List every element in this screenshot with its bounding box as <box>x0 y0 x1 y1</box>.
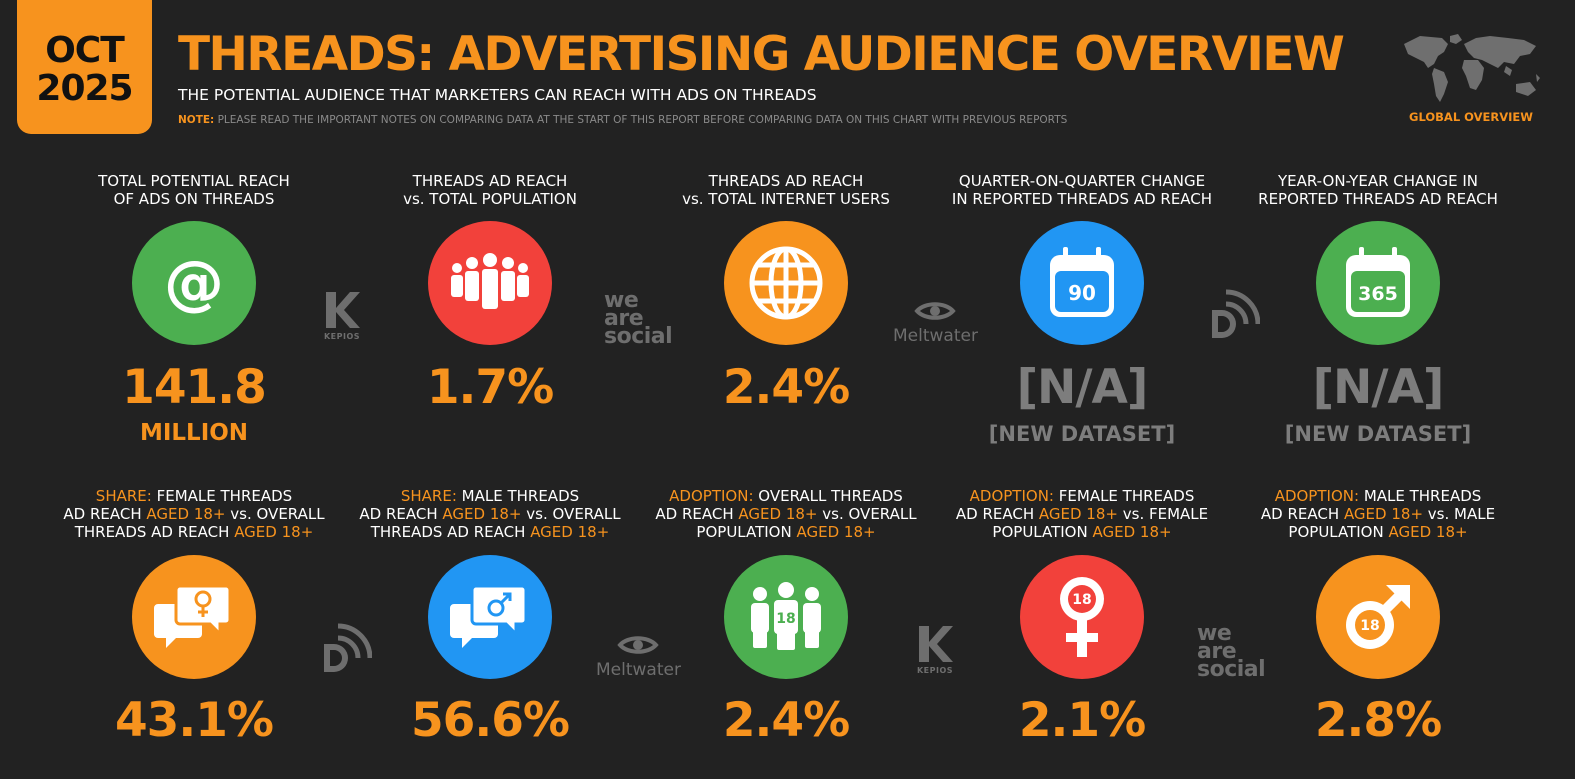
stat-value: [N/A] <box>1312 360 1445 415</box>
stat-label: SHARE: FEMALE THREADS AD REACH AGED 18+ … <box>63 487 325 541</box>
stat-reach-vs-internet-users: THREADS AD REACH vs. TOTAL INTERNET USERS… <box>641 172 931 462</box>
meltwater-logo: Meltwater <box>596 634 681 680</box>
page-subtitle: THE POTENTIAL AUDIENCE THAT MARKETERS CA… <box>178 86 817 104</box>
page-note: NOTE: PLEASE READ THE IMPORTANT NOTES ON… <box>178 114 1067 126</box>
stat-unit: [NEW DATASET] <box>1284 422 1472 446</box>
male-symbol-icon: 18 <box>1316 555 1440 679</box>
globe-icon <box>724 221 848 345</box>
date-year: 2025 <box>36 68 133 109</box>
stat-total-potential-reach: TOTAL POTENTIAL REACH OF ADS ON THREADS @… <box>49 172 339 462</box>
note-text: PLEASE READ THE IMPORTANT NOTES ON COMPA… <box>217 114 1068 126</box>
datareportal-logo <box>1208 288 1261 342</box>
page-title: THREADS: ADVERTISING AUDIENCE OVERVIEW <box>178 27 1345 82</box>
calendar-days: 365 <box>1358 283 1398 305</box>
we-are-social-logo: we are social <box>604 288 673 349</box>
meltwater-eye-icon <box>914 302 956 320</box>
calendar-days: 90 <box>1068 281 1096 305</box>
calendar-icon: 90 <box>1020 221 1144 345</box>
stat-value: 2.1% <box>1018 693 1146 748</box>
meltwater-logo: Meltwater <box>893 300 978 346</box>
threads-logo-icon: @ <box>132 221 256 345</box>
stat-label: THREADS AD REACH vs. TOTAL POPULATION <box>403 172 577 208</box>
stat-value: 2.8% <box>1314 693 1442 748</box>
kepios-logo: KEPIOS <box>913 626 957 675</box>
stat-share-female: SHARE: FEMALE THREADS AD REACH AGED 18+ … <box>49 487 339 777</box>
date-badge: OCT 2025 <box>17 0 152 134</box>
global-overview-label: GLOBAL OVERVIEW <box>1409 110 1533 124</box>
age-badge: 18 <box>1072 592 1091 608</box>
note-prefix: NOTE: <box>178 114 215 126</box>
stat-share-male: SHARE: MALE THREADS AD REACH AGED 18+ vs… <box>345 487 635 777</box>
stat-label: ADOPTION: OVERALL THREADS AD REACH AGED … <box>655 487 917 541</box>
stat-value: 1.7% <box>426 360 554 415</box>
stat-value: [N/A] <box>1016 360 1149 415</box>
stat-label: YEAR-ON-YEAR CHANGE IN REPORTED THREADS A… <box>1258 172 1498 208</box>
date-month: OCT <box>45 30 125 71</box>
male-chat-icon <box>428 555 552 679</box>
stat-value: 43.1% <box>114 693 274 748</box>
stat-adoption-female: ADOPTION: FEMALE THREADS AD REACH AGED 1… <box>937 487 1227 777</box>
stat-quarter-change: QUARTER-ON-QUARTER CHANGE IN REPORTED THR… <box>937 172 1227 462</box>
kepios-k-icon <box>919 626 953 662</box>
female-chat-icon <box>132 555 256 679</box>
svg-text:@: @ <box>164 248 224 318</box>
stat-value: 141.8 <box>122 360 267 415</box>
stat-unit: [NEW DATASET] <box>988 422 1176 446</box>
female-symbol-icon: 18 <box>1020 555 1144 679</box>
stat-label: ADOPTION: FEMALE THREADS AD REACH AGED 1… <box>955 487 1209 541</box>
kepios-k-icon <box>326 292 360 328</box>
datareportal-logo <box>320 622 373 676</box>
stat-adoption-overall: ADOPTION: OVERALL THREADS AD REACH AGED … <box>641 487 931 777</box>
stat-label: TOTAL POTENTIAL REACH OF ADS ON THREADS <box>98 172 290 208</box>
adult-population-icon: 18 <box>724 555 848 679</box>
stat-label: THREADS AD REACH vs. TOTAL INTERNET USERS <box>682 172 890 208</box>
stat-value: 2.4% <box>722 360 850 415</box>
stat-adoption-male: ADOPTION: MALE THREADS AD REACH AGED 18+… <box>1233 487 1523 777</box>
meltwater-eye-icon <box>617 636 659 654</box>
age-badge: 18 <box>776 611 795 627</box>
stat-value: 2.4% <box>722 693 850 748</box>
kepios-logo: KEPIOS <box>320 292 364 341</box>
stat-label: SHARE: MALE THREADS AD REACH AGED 18+ vs… <box>359 487 621 541</box>
stat-label: ADOPTION: MALE THREADS AD REACH AGED 18+… <box>1260 487 1496 541</box>
stat-reach-vs-population: THREADS AD REACH vs. TOTAL POPULATION 1.7… <box>345 172 635 462</box>
world-map-icon <box>1404 34 1540 102</box>
stat-value: 56.6% <box>410 693 570 748</box>
stat-year-change: YEAR-ON-YEAR CHANGE IN REPORTED THREADS A… <box>1233 172 1523 462</box>
stat-label: QUARTER-ON-QUARTER CHANGE IN REPORTED THR… <box>951 172 1213 208</box>
age-badge: 18 <box>1360 618 1379 634</box>
we-are-social-logo: we are social <box>1197 621 1266 682</box>
population-icon <box>428 221 552 345</box>
calendar-icon: 365 <box>1316 221 1440 345</box>
stat-unit: MILLION <box>139 420 249 446</box>
